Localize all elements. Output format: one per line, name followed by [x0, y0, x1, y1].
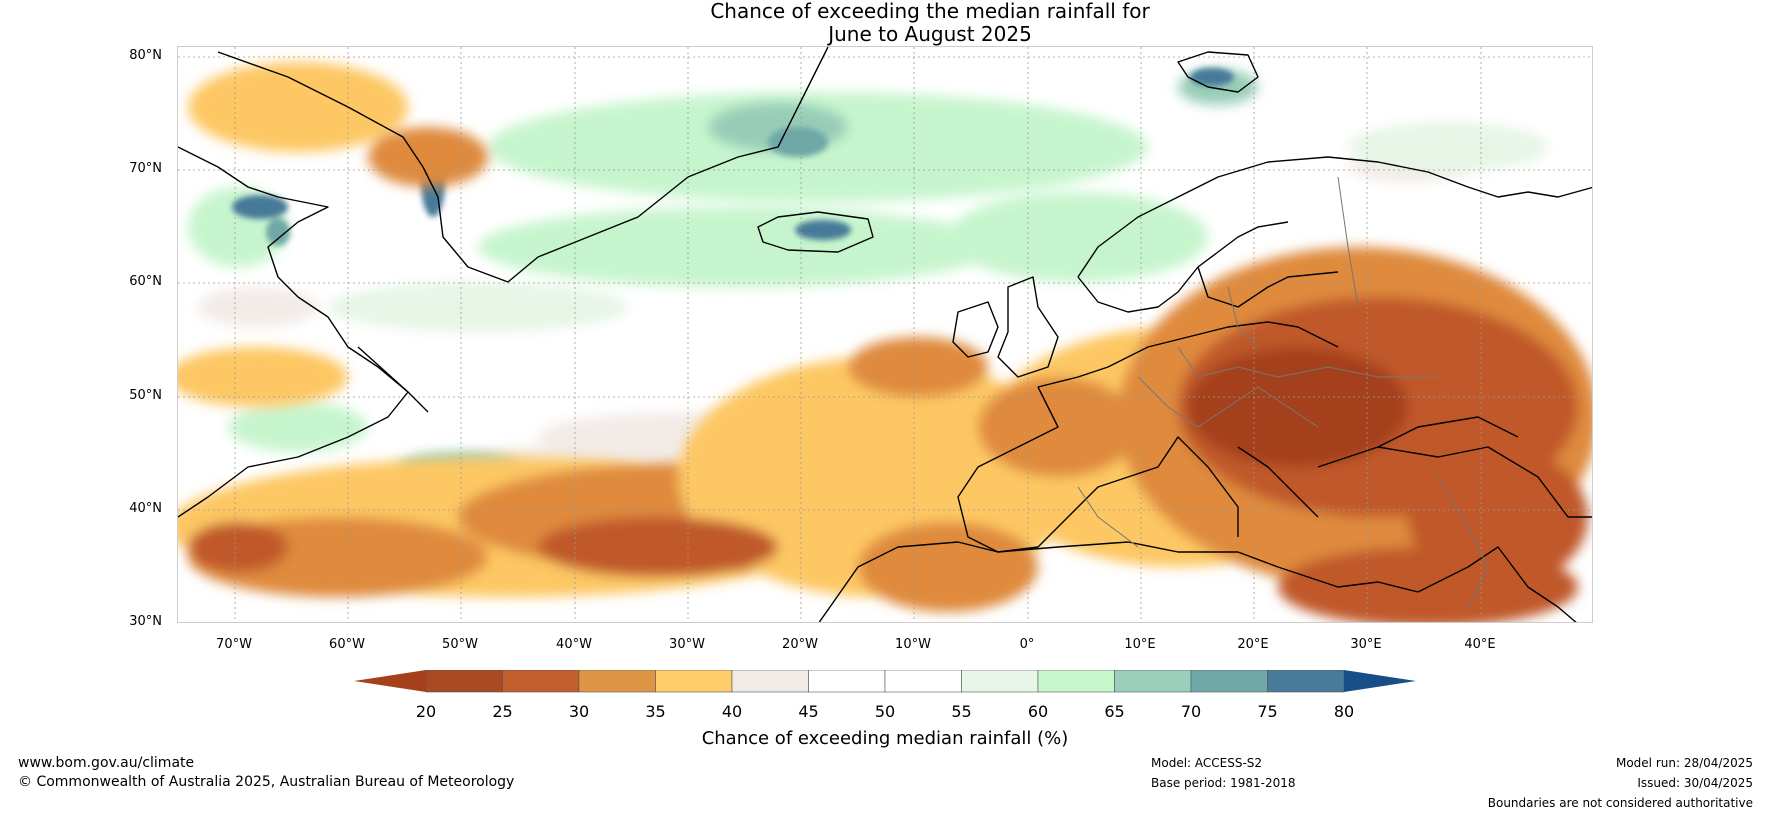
colorbar-tick-label: 25	[492, 702, 513, 721]
colorbar-segment	[655, 670, 733, 693]
lat-label-40n: 40°N	[129, 501, 162, 516]
footer-website: www.bom.gov.au/climate	[18, 755, 195, 771]
colorbar-segment	[1037, 670, 1115, 693]
colorbar-tick-label: 70	[1180, 702, 1202, 721]
footer-model: Model: ACCESS-S2	[1151, 756, 1263, 770]
lon-label-30e: 30°E	[1350, 637, 1382, 652]
lon-label-30w: 30°W	[669, 637, 705, 652]
colorbar-tick-label: 55	[951, 702, 972, 721]
colorbar-segments	[425, 670, 1345, 693]
footer-issued: Issued: 30/04/2025	[1637, 776, 1753, 790]
lon-label-0: 0°	[1019, 637, 1035, 652]
lon-label-20e: 20°E	[1237, 637, 1269, 652]
rainfall-map-graphic	[178, 47, 1592, 622]
colorbar-segment	[808, 670, 886, 693]
lon-label-70w: 70°W	[216, 637, 252, 652]
colorbar-under-arrow	[354, 670, 426, 692]
colorbar-tick-label: 40	[721, 702, 743, 721]
title-line-1: Chance of exceeding the median rainfall …	[710, 0, 1150, 23]
colorbar-segment	[731, 670, 809, 693]
lat-label-60n: 60°N	[129, 274, 162, 289]
colorbar-tick-label: 20	[415, 702, 437, 721]
lat-label-30n: 30°N	[129, 614, 162, 629]
colorbar-tick-label: 30	[568, 702, 590, 721]
colorbar-segment	[1190, 670, 1268, 693]
colorbar-tick-label: 50	[874, 702, 896, 721]
lat-label-50n: 50°N	[129, 388, 162, 403]
colorbar-tick-label: 60	[1027, 702, 1049, 721]
footer-base-period: Base period: 1981-2018	[1151, 776, 1296, 790]
lon-label-10w: 10°W	[895, 637, 931, 652]
colorbar-segment	[578, 670, 656, 693]
colorbar-tick-label: 35	[645, 702, 666, 721]
lon-label-50w: 50°W	[442, 637, 478, 652]
lon-label-60w: 60°W	[329, 637, 365, 652]
colorbar-segment	[425, 670, 503, 693]
colorbar-tick-label: 65	[1104, 702, 1125, 721]
footer-model-run: Model run: 28/04/2025	[1615, 756, 1753, 770]
lon-label-10e: 10°E	[1124, 637, 1156, 652]
colorbar	[354, 670, 1416, 693]
colorbar-segment	[884, 670, 962, 693]
footer-disclaimer: Boundaries are not considered authoritat…	[1487, 796, 1753, 810]
rainfall-map	[177, 46, 1593, 623]
map-title: Chance of exceeding the median rainfall …	[0, 0, 1770, 46]
colorbar-segment	[1114, 670, 1192, 693]
colorbar-segment	[1267, 670, 1345, 693]
footer-copyright: © Commonwealth of Australia 2025, Austra…	[18, 774, 515, 790]
colorbar-tick-label: 45	[798, 702, 819, 721]
colorbar-over-arrow	[1344, 670, 1416, 692]
lat-label-70n: 70°N	[129, 161, 162, 176]
lon-label-40e: 40°E	[1464, 637, 1496, 652]
colorbar-tick-label: 75	[1257, 702, 1278, 721]
colorbar-segment	[502, 670, 580, 693]
colorbar-tick-label: 80	[1333, 702, 1355, 721]
colorbar-segment	[961, 670, 1039, 693]
lon-label-20w: 20°W	[782, 637, 818, 652]
lat-label-80n: 80°N	[129, 48, 162, 63]
title-line-2: June to August 2025	[828, 22, 1032, 46]
lon-label-40w: 40°W	[556, 637, 592, 652]
colorbar-label: Chance of exceeding median rainfall (%)	[701, 728, 1069, 749]
